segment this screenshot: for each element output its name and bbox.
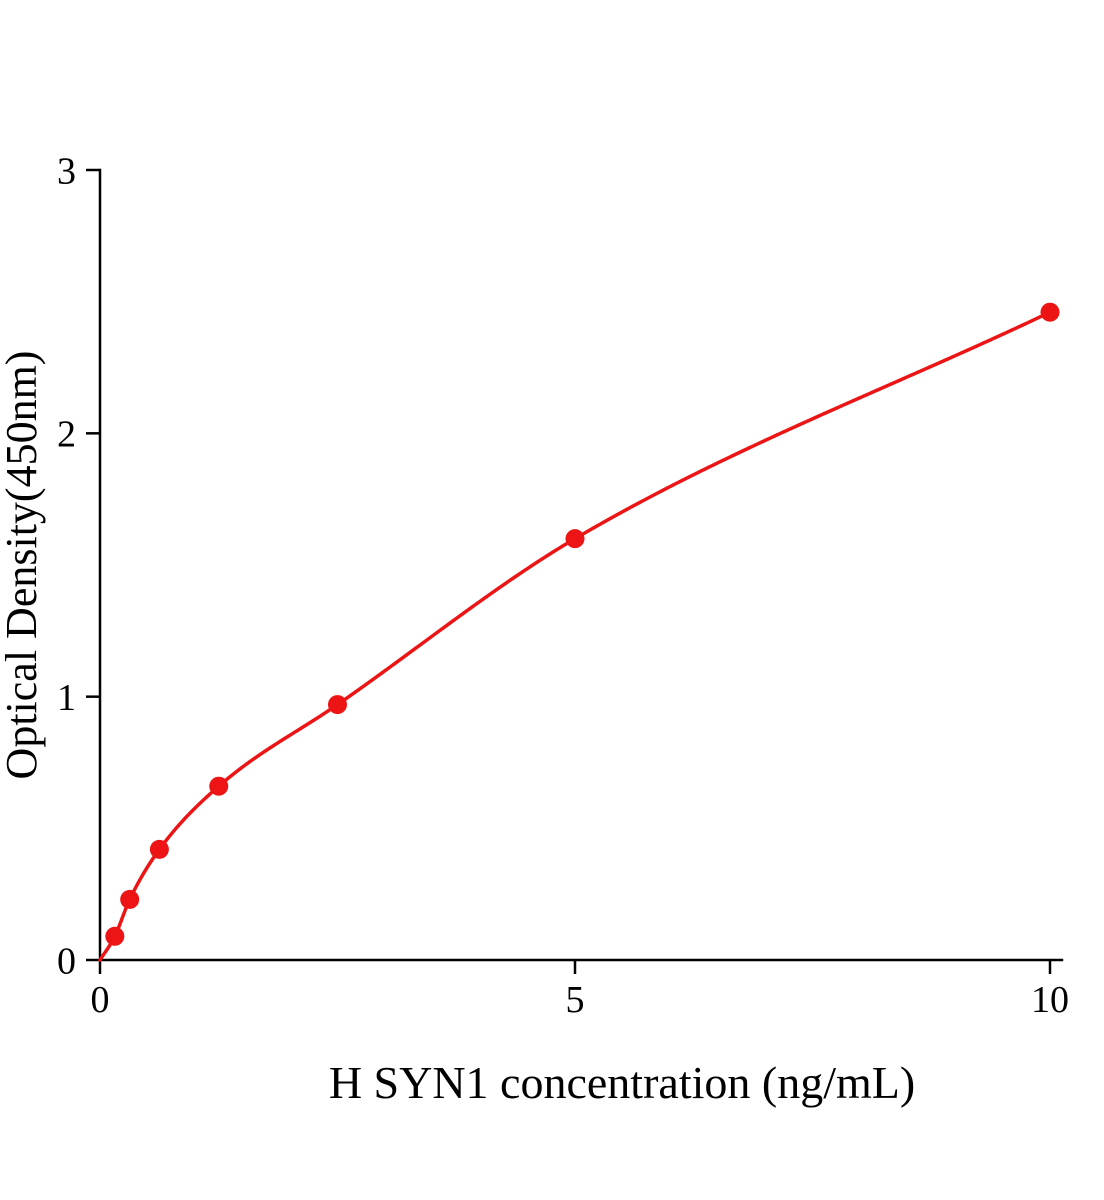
data-point [105,926,125,946]
x-tick-label: 10 [1031,979,1069,1021]
y-tick-label: 0 [57,940,76,982]
data-point [149,839,169,859]
y-tick-label: 1 [57,677,76,719]
data-point [120,889,140,909]
plot-area: 0 5 10 0 1 2 3 [57,150,1069,1021]
y-tick-label: 3 [57,150,76,192]
x-tick-label: 0 [91,979,110,1021]
data-point [565,529,585,549]
data-point [1040,302,1060,322]
x-axis-title: H SYN1 concentration (ng/mL) [329,1057,915,1108]
fitted-curve [98,310,1052,962]
data-point [328,695,347,715]
x-tick-label: 5 [566,979,585,1021]
y-axis-title: Optical Density(450nm) [0,351,46,780]
axis-line [98,168,1064,962]
y-tick-label: 2 [57,414,76,456]
data-point [209,776,229,796]
